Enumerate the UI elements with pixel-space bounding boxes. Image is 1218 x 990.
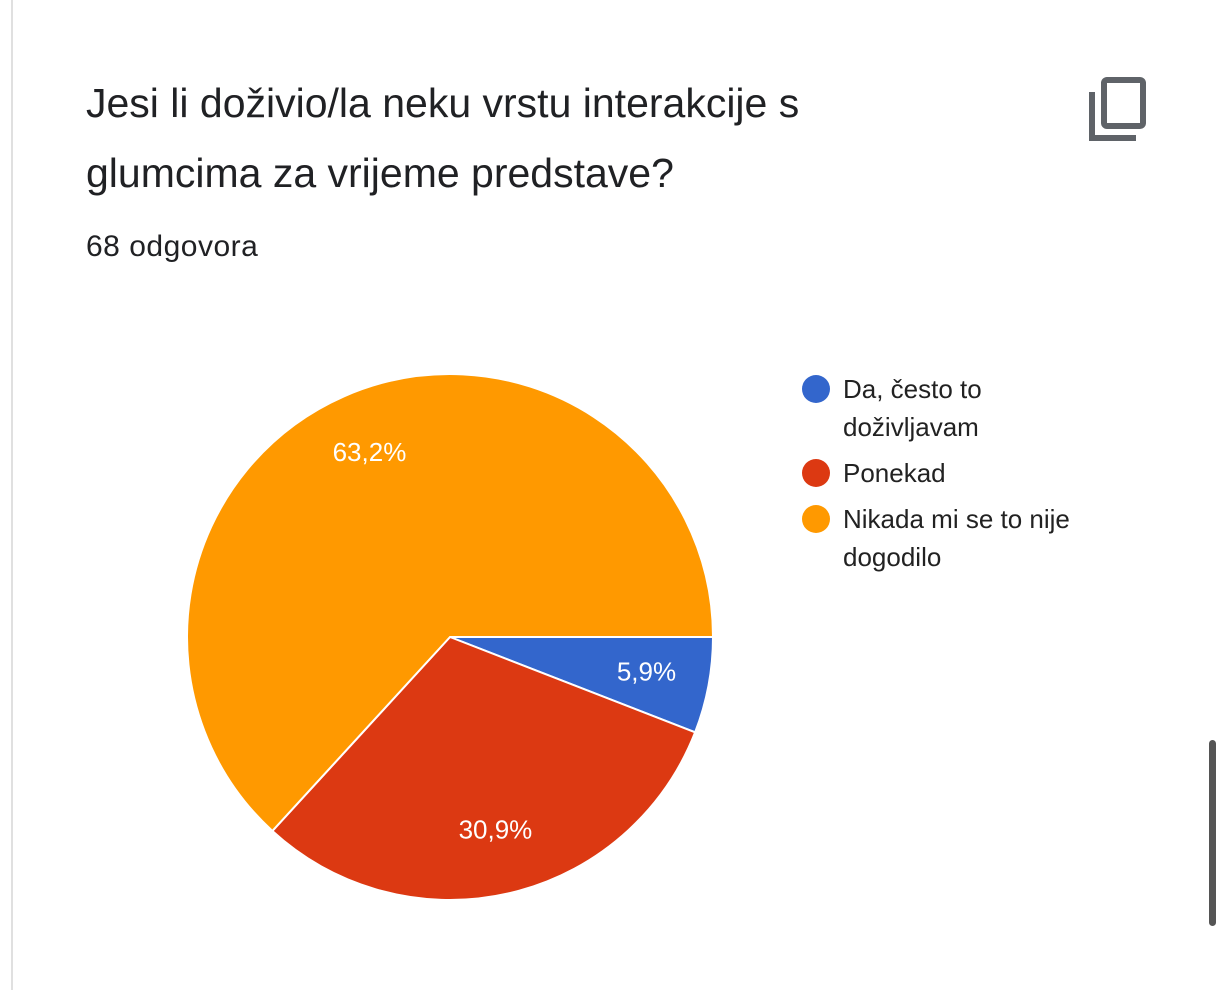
- pie-slice: [186, 373, 715, 833]
- legend-label: Nikada mi se to nije dogodilo: [843, 504, 1070, 572]
- scrollbar[interactable]: [1209, 740, 1216, 926]
- legend: Da, često to doživljavam Ponekad Nikada mi…: [802, 370, 1122, 584]
- pie-slice: [270, 635, 697, 901]
- legend-swatch: [802, 505, 830, 533]
- legend-label: Ponekad: [843, 458, 946, 488]
- slice-label: 30,9%: [459, 815, 533, 845]
- copy-button[interactable]: [1088, 74, 1148, 144]
- slice-label: 5,9%: [617, 657, 676, 687]
- card-border: [11, 0, 13, 990]
- legend-item: Nikada mi se to nije dogodilo: [802, 500, 1122, 576]
- legend-item: Ponekad: [802, 454, 1122, 492]
- legend-swatch: [802, 375, 830, 403]
- slice-label: 63,2%: [333, 437, 407, 467]
- legend-swatch: [802, 459, 830, 487]
- legend-label: Da, često to doživljavam: [843, 374, 982, 442]
- legend-item: Da, često to doživljavam: [802, 370, 1122, 446]
- chart-title: Jesi li doživio/la neku vrstu interakcij…: [86, 80, 800, 196]
- response-count: 68 odgovora: [86, 230, 259, 263]
